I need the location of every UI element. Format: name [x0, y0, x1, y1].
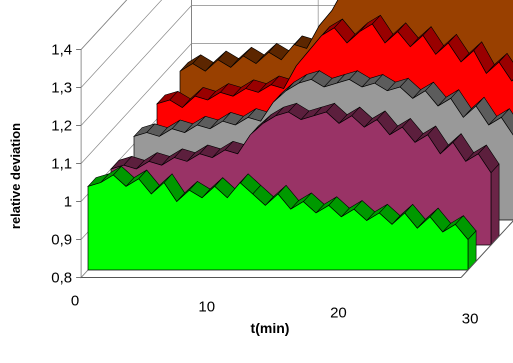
x-tick-label: 10 [198, 299, 215, 316]
y-tick-label: 0,9 [51, 232, 72, 249]
series-end-cap [491, 164, 499, 245]
y-tick-label: 1,4 [51, 42, 72, 59]
y-axis-title: relative deviation [8, 123, 23, 229]
y-tick-label: 1 [64, 194, 72, 211]
y-tick-label: 0,8 [51, 270, 72, 287]
y-tick-label: 1,1 [51, 156, 72, 173]
x-tick-label: 0 [71, 293, 79, 310]
x-tick-label: 30 [462, 311, 479, 328]
y-tick-label: 1,2 [51, 118, 72, 135]
x-axis-title: t(min) [251, 320, 290, 336]
y-tick-label: 1,3 [51, 80, 72, 97]
series-layer [88, 0, 513, 270]
x-tick-label: 20 [330, 305, 347, 322]
